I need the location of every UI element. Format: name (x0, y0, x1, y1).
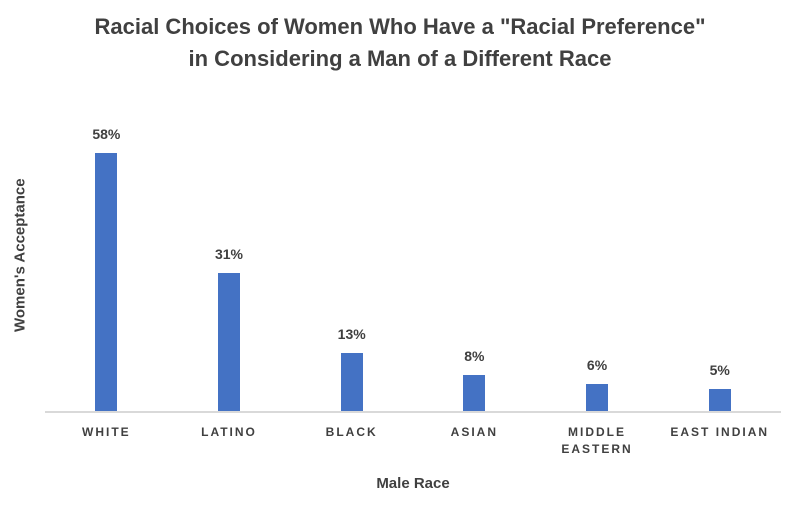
x-tick-label: BLACK (325, 425, 378, 439)
bar-value-label: 13% (337, 326, 366, 342)
bar-column: 5% (658, 122, 781, 411)
bar-value-label: 6% (586, 357, 608, 373)
bar-column: 6% (536, 122, 659, 411)
chart-title-line-1: Racial Choices of Women Who Have a "Raci… (94, 14, 706, 39)
chart-title: Racial Choices of Women Who Have a "Raci… (0, 11, 800, 75)
x-tick-label: EAST INDIAN (670, 425, 770, 439)
bar-value-label: 8% (464, 348, 485, 364)
bar (586, 384, 609, 411)
x-axis-title: Male Race (376, 475, 450, 492)
x-tick-label: WHITE (82, 425, 131, 439)
bar-column: 31% (168, 122, 291, 411)
x-tick-label: MIDDLE EASTERN (561, 425, 633, 456)
bar (340, 353, 363, 411)
x-axis-tick-labels: WHITE LATINO BLACK ASIAN MIDDLE EASTERN EAST … (45, 424, 781, 458)
bar (463, 375, 486, 411)
bar-column: 8% (413, 122, 536, 411)
bar-column: 58% (45, 122, 168, 411)
bar (95, 153, 118, 411)
bar (708, 389, 731, 411)
bars-row: 58% 31% 13% 8% 6% 5% (45, 122, 781, 411)
bar (218, 273, 240, 411)
plot-area: 58% 31% 13% 8% 6% 5% (45, 122, 781, 413)
y-axis-title: Women's Acceptance (11, 178, 29, 332)
bar-value-label: 5% (709, 362, 730, 378)
bar-value-label: 58% (92, 126, 121, 142)
x-tick-label: LATINO (201, 425, 257, 439)
chart-title-line-2: in Considering a Man of a Different Race (188, 46, 612, 71)
bar-column: 13% (290, 122, 413, 411)
bar-value-label: 31% (214, 246, 244, 262)
x-tick-label: ASIAN (450, 425, 499, 439)
